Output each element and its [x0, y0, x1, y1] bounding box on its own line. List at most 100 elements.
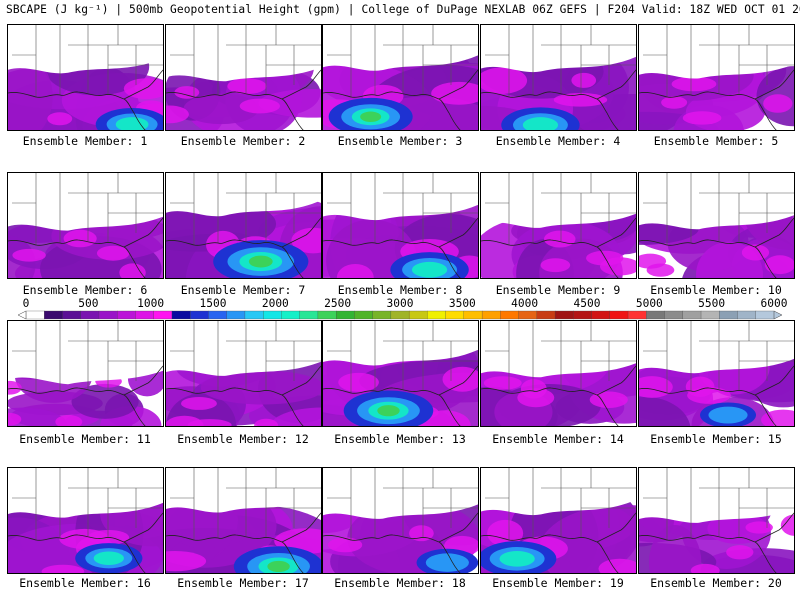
cape-field-map: [323, 321, 478, 426]
cape-region: [166, 551, 207, 572]
state-borders: [170, 173, 321, 245]
cape-field-map: [323, 468, 478, 573]
no-cape-area: [8, 173, 163, 231]
ensemble-member-label: Ensemble Member: 9: [495, 283, 621, 297]
cape-core: [499, 550, 535, 567]
ensemble-member-map-13: [322, 320, 479, 427]
coastline: [323, 512, 478, 573]
cape-region: [174, 86, 200, 99]
state-borders: [170, 25, 321, 97]
cape-region: [200, 370, 321, 405]
coastline: [166, 217, 321, 278]
cape-region: [442, 366, 478, 392]
state-borders: [327, 173, 478, 245]
cape-region: [483, 376, 522, 390]
state-borders: [12, 321, 163, 393]
colorbar-segment: [335, 310, 355, 320]
colorbar-low-arrow: [17, 310, 27, 320]
cape-field-map: [639, 173, 794, 278]
cape-region: [682, 111, 722, 125]
ensemble-member-label: Ensemble Member: 20: [650, 576, 782, 590]
cape-region: [183, 93, 259, 125]
cape-region: [338, 372, 379, 392]
cape-region: [481, 67, 528, 94]
coastline: [323, 217, 478, 278]
cape-region: [328, 537, 363, 553]
ensemble-member-map-8: [322, 172, 479, 279]
state-borders: [327, 25, 478, 97]
colorbar-segment: [481, 310, 501, 320]
ensemble-member-label: Ensemble Member: 10: [650, 283, 782, 297]
cape-region: [639, 253, 667, 269]
ensemble-member-label: Ensemble Member: 15: [650, 432, 782, 446]
colorbar-segment: [536, 310, 556, 320]
ensemble-member-label: Ensemble Member: 13: [334, 432, 466, 446]
colorbar-segment: [226, 310, 246, 320]
cape-region: [598, 558, 636, 573]
state-borders: [327, 468, 478, 540]
no-cape-area: [481, 468, 636, 516]
coastline: [481, 365, 636, 426]
cape-field-map: [166, 468, 321, 573]
cape-region: [8, 380, 22, 395]
no-cape-area: [481, 25, 636, 73]
colorbar-segment: [408, 310, 428, 320]
cape-core: [377, 405, 400, 417]
no-cape-area: [166, 468, 321, 513]
cape-field-map: [481, 173, 636, 278]
cape-region: [8, 412, 22, 426]
ensemble-member-map-11: [7, 320, 164, 427]
no-cape-area: [323, 25, 478, 71]
no-cape-area: [8, 25, 163, 74]
colorbar-tick-label: 5000: [635, 297, 663, 310]
cape-core: [93, 551, 124, 565]
coastline: [8, 217, 163, 278]
colorbar-segment: [719, 310, 738, 320]
cape-region: [671, 76, 717, 92]
no-cape-area: [639, 25, 794, 79]
colorbar-segment: [427, 310, 447, 320]
no-cape-area: [481, 321, 636, 378]
no-cape-area: [323, 468, 478, 519]
cape-core: [267, 560, 290, 573]
colorbar-segment: [190, 310, 209, 320]
cape-region: [648, 525, 702, 573]
cape-region: [571, 72, 597, 88]
ensemble-member-label: Ensemble Member: 3: [337, 134, 463, 148]
cape-region: [431, 81, 478, 105]
colorbar-segment: [755, 310, 775, 320]
cape-region: [780, 514, 794, 536]
no-cape-area: [639, 468, 794, 523]
cape-field-map: [166, 25, 321, 130]
cape-region: [661, 96, 688, 109]
ensemble-member-map-17: [165, 467, 322, 574]
state-borders: [485, 25, 636, 97]
colorbar-segment: [682, 310, 702, 320]
state-borders: [485, 321, 636, 393]
colorbar-segment: [664, 310, 684, 320]
state-borders: [485, 173, 636, 245]
cape-region: [269, 407, 321, 426]
colorbar-segment: [98, 310, 118, 320]
colorbar-segment: [208, 310, 228, 320]
state-borders: [12, 468, 163, 540]
ensemble-member-map-19: [480, 467, 637, 574]
ensemble-member-map-15: [638, 320, 795, 427]
colorbar-segment: [62, 310, 82, 320]
ensemble-member-label: Ensemble Member: 2: [180, 134, 306, 148]
cape-core: [360, 111, 382, 123]
colorbar-segment: [171, 310, 191, 320]
cape-region: [55, 415, 83, 426]
colorbar-segment: [354, 310, 374, 320]
cape-region: [517, 388, 555, 408]
coastline: [323, 69, 478, 130]
coastline: [481, 512, 636, 573]
cape-core: [411, 261, 448, 278]
coastline: [481, 69, 636, 130]
ensemble-member-map-7: [165, 172, 322, 279]
cape-region: [227, 78, 267, 95]
state-borders: [12, 173, 163, 245]
no-cape-area: [323, 321, 478, 366]
ensemble-member-map-4: [480, 24, 637, 131]
colorbar-segment: [80, 310, 100, 320]
